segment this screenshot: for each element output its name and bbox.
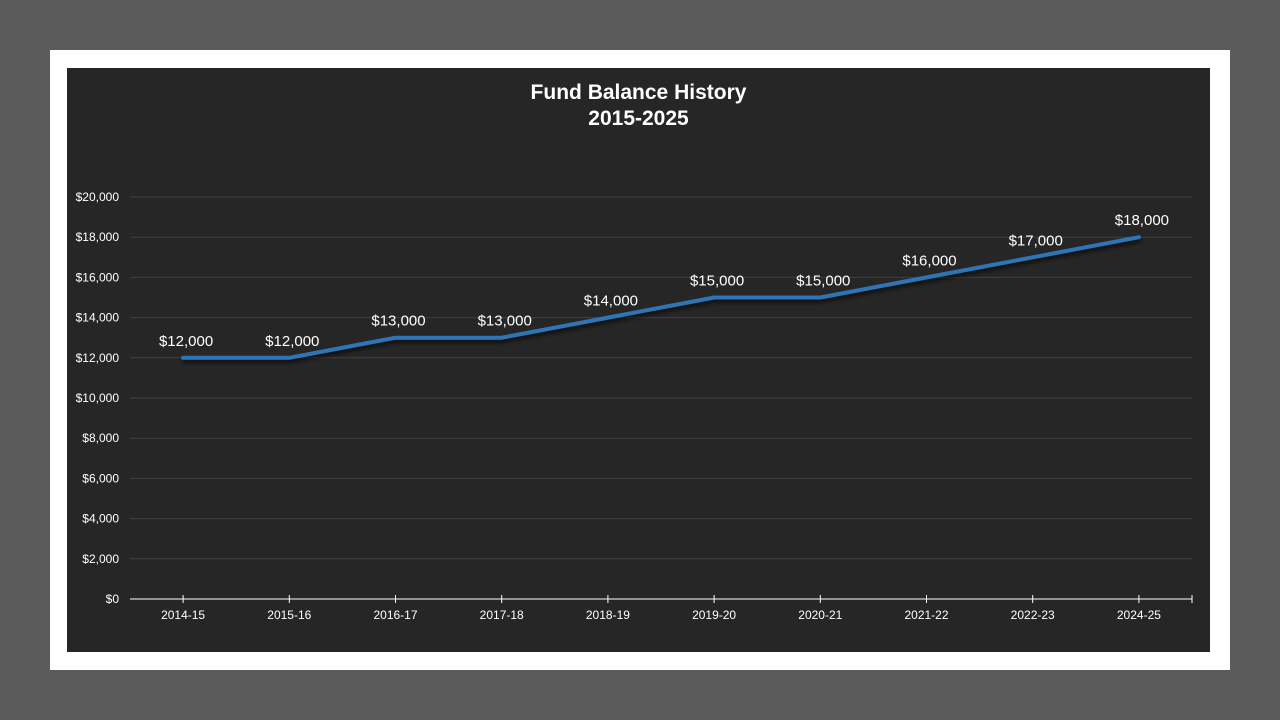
x-tick-label: 2015-16 [267, 608, 311, 622]
y-axis: $0 $2,000 $4,000 $6,000 $8,000 $10,000 $12,000… [76, 190, 120, 606]
x-tick-label: 2020-21 [798, 608, 842, 622]
x-tick-label: 2014-15 [161, 608, 205, 622]
data-label: $14,000 [584, 293, 638, 310]
data-series [181, 235, 1141, 360]
x-tick-label: 2018-19 [586, 608, 630, 622]
data-label: $13,000 [478, 313, 532, 330]
data-label: $15,000 [690, 273, 744, 290]
data-label: $17,000 [1009, 232, 1063, 249]
chart-title-main: Fund Balance History [530, 81, 747, 104]
chart-panel [67, 68, 1210, 652]
x-tick-label: 2019-20 [692, 608, 736, 622]
y-tick-label: $16,000 [76, 270, 120, 284]
y-tick-label: $4,000 [82, 512, 119, 526]
y-tick-label: $8,000 [82, 431, 119, 445]
data-label: $15,000 [796, 273, 850, 290]
y-tick-label: $6,000 [82, 471, 119, 485]
data-label: $18,000 [1115, 212, 1169, 229]
y-tick-label: $2,000 [82, 552, 119, 566]
y-tick-label: $0 [106, 592, 120, 606]
x-tick-label: 2017-18 [480, 608, 524, 622]
data-label: $12,000 [159, 333, 213, 350]
x-axis: 2014-15 2015-16 2016-17 2017-18 2018-19 2019-… [130, 595, 1193, 622]
y-tick-label: $12,000 [76, 351, 120, 365]
data-label: $13,000 [371, 313, 425, 330]
x-tick-label: 2016-17 [373, 608, 417, 622]
y-tick-label: $20,000 [76, 190, 120, 204]
x-tick-label: 2022-23 [1011, 608, 1055, 622]
series-line [181, 235, 1141, 360]
data-labels: $12,000 $12,000 $13,000 $13,000 $14,000 $15,0… [159, 212, 1169, 350]
chart-title: Fund Balance History 2015-2025 [67, 80, 1210, 132]
y-tick-label: $14,000 [76, 311, 120, 325]
data-label: $16,000 [902, 252, 956, 269]
y-tick-label: $10,000 [76, 391, 120, 405]
chart-subtitle: 2015-2025 [588, 107, 689, 130]
data-label: $12,000 [265, 333, 319, 350]
x-tick-label: 2024-25 [1117, 608, 1161, 622]
y-tick-label: $18,000 [76, 230, 120, 244]
x-tick-label: 2021-22 [904, 608, 948, 622]
gridlines [130, 196, 1192, 560]
